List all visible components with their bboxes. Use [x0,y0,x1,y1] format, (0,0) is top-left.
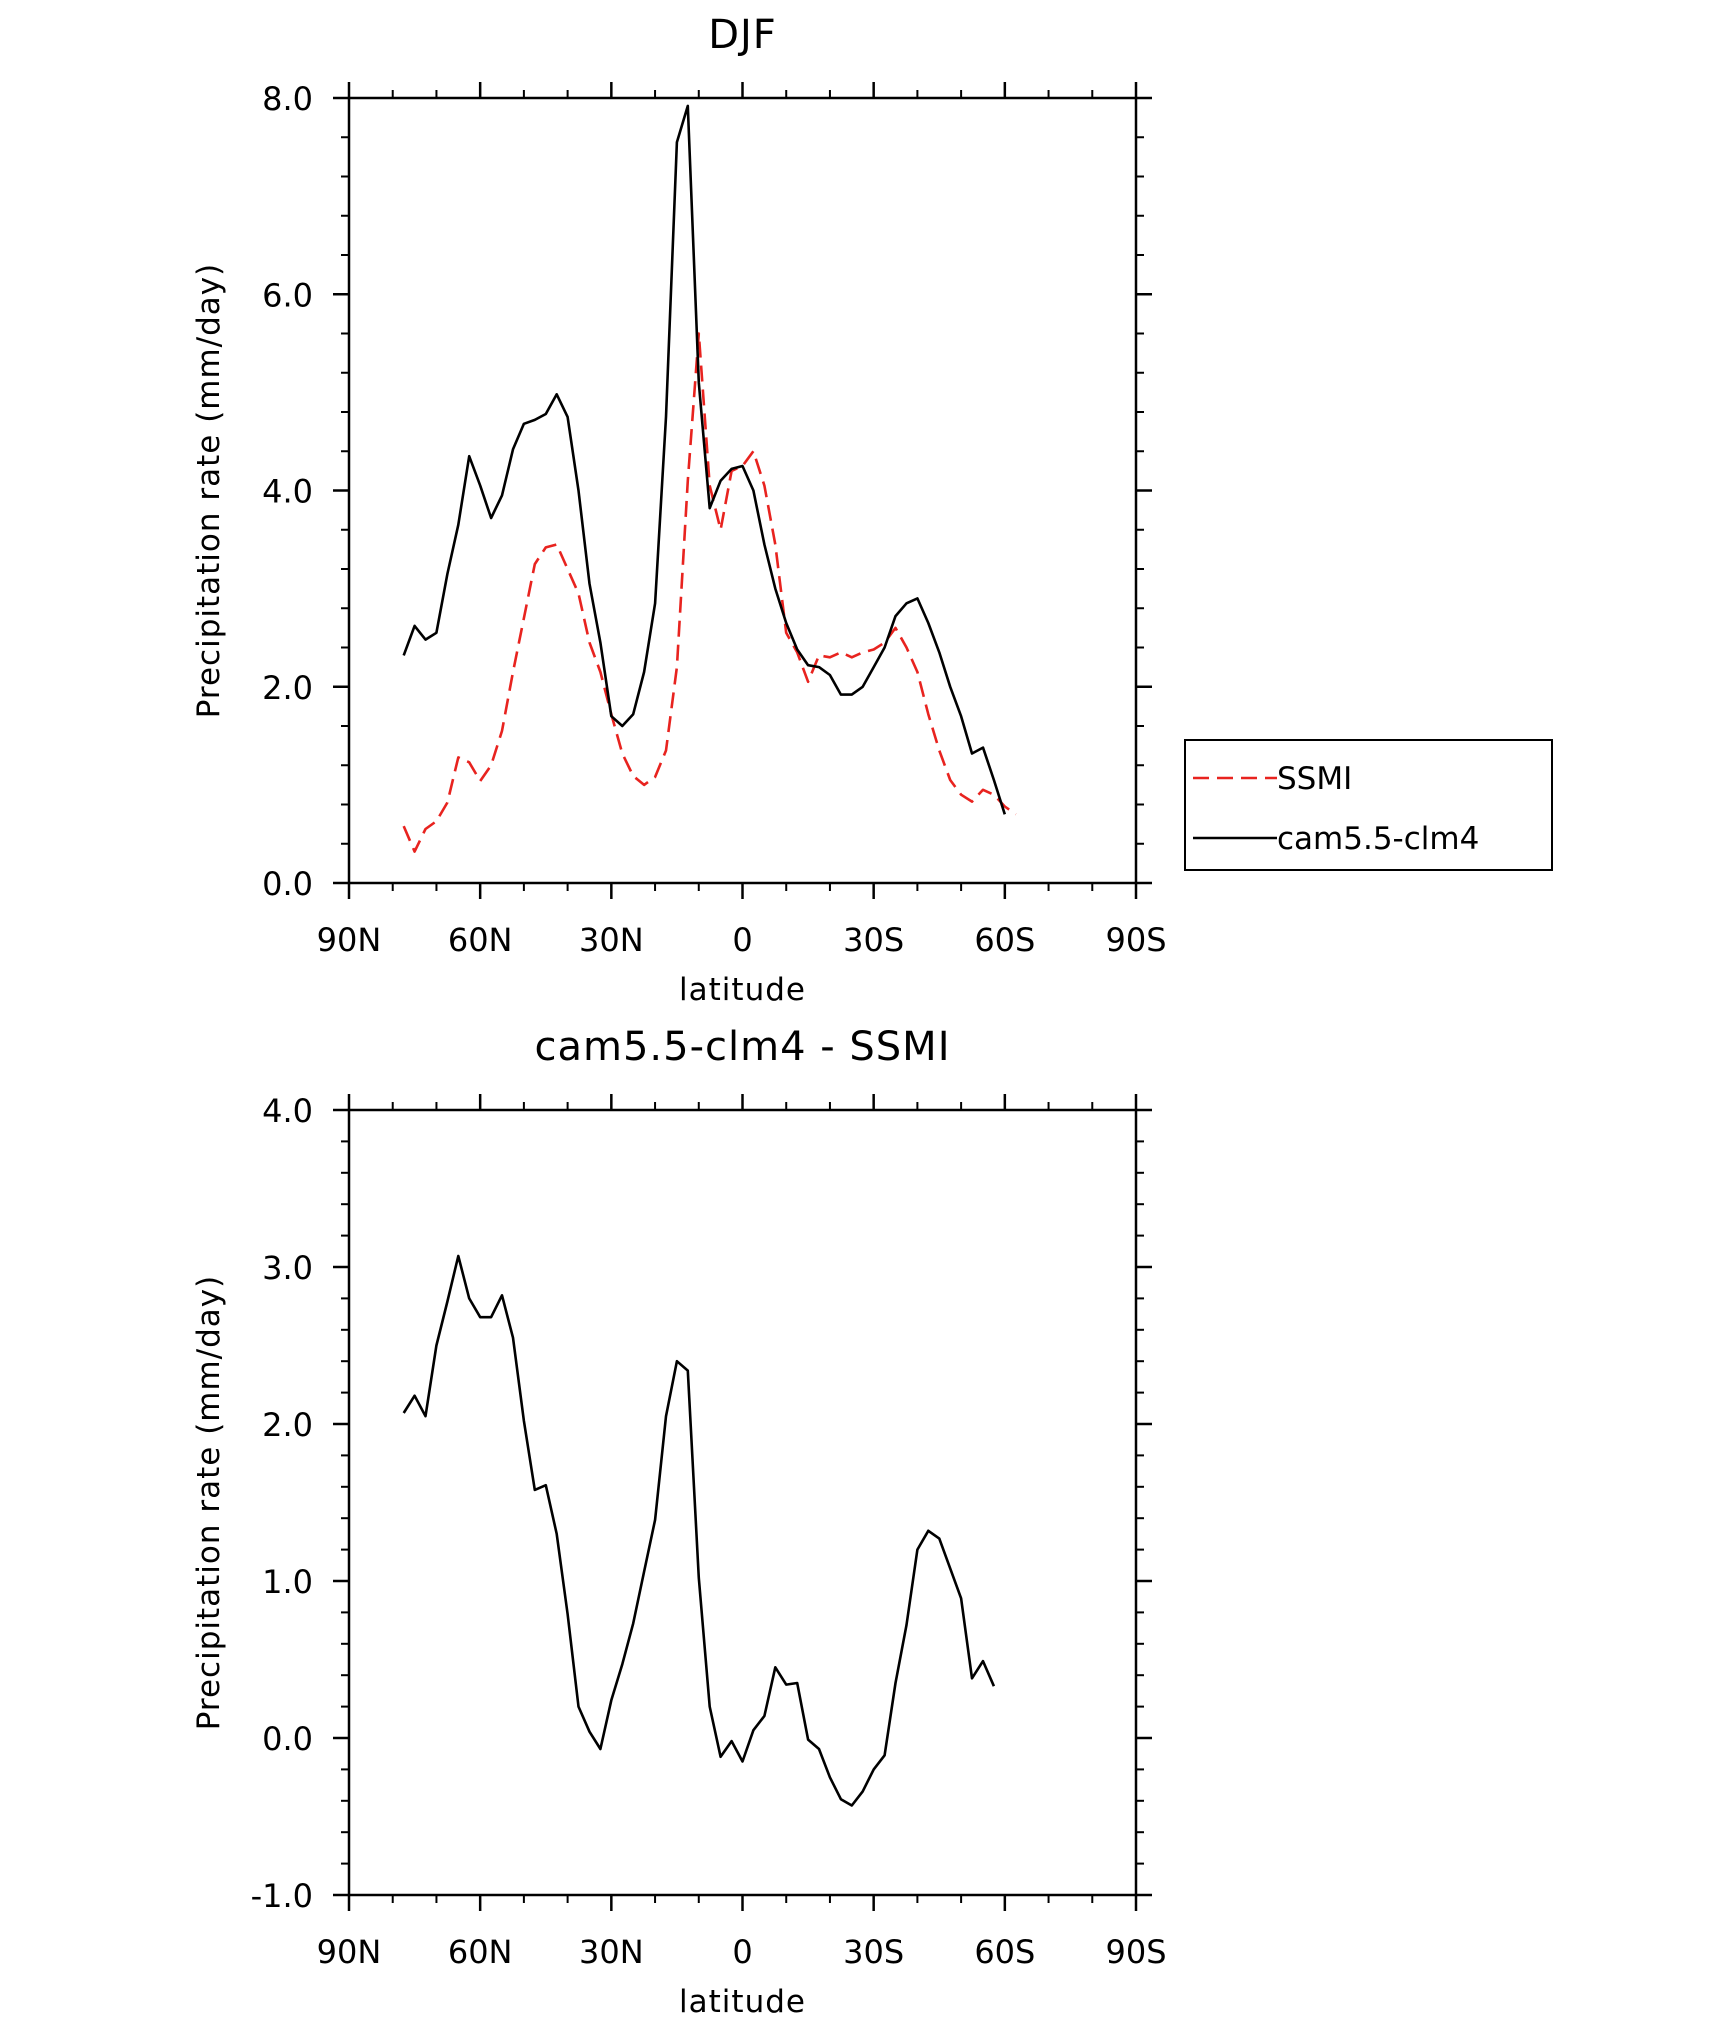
x-tick-label: 60N [448,921,513,959]
y-axis-label: Precipitation rate (mm/day) [191,263,227,719]
x-tick-label: 90S [1105,921,1166,959]
series-line-cam5-5-clm4 [402,104,1007,815]
y-tick-label: -1.0 [251,1877,313,1915]
y-tick-label: 6.0 [262,276,313,314]
y-tick-label: 0.0 [262,1720,313,1758]
x-tick-label: 90S [1105,1933,1166,1971]
x-axis-label: latitude [679,1984,806,2020]
y-tick-label: 8.0 [262,80,313,118]
legend-label: cam5.5-clm4 [1277,821,1479,857]
x-tick-label: 30N [579,921,644,959]
x-tick-label: 90N [317,1933,382,1971]
x-tick-label: 30S [843,1933,904,1971]
plot-frame [347,96,1138,885]
x-tick-label: 90N [317,921,382,959]
top-panel-djf: DJF 0.0 2.0 4.0 6.0 8.0 90N 60N 30N 0 30S 60S 90S lat… [191,12,1553,1008]
x-tick-label: 30N [579,1933,644,1971]
series-line-difference [402,1254,996,1807]
y-axis-label: Precipitation rate (mm/day) [191,1275,227,1731]
y-tick-label: 2.0 [262,669,313,707]
series-line-ssmi [402,332,1017,853]
x-tick-label: 60N [448,1933,513,1971]
legend-box [1184,739,1553,871]
chart-title: DJF [708,12,777,58]
x-tick-label: 60S [974,1933,1035,1971]
x-tick-label: 30S [843,921,904,959]
plot-frame [347,1108,1138,1897]
x-axis-label: latitude [679,972,806,1008]
bottom-panel-difference: cam5.5-clm4 - SSMI -1.0 0.0 1.0 2.0 3.0 4.0 90N… [191,1024,1167,2020]
y-tick-label: 4.0 [262,473,313,511]
x-tick-label: 0 [732,1933,752,1971]
y-tick-label: 1.0 [262,1563,313,1601]
x-tick-label: 0 [732,921,752,959]
y-tick-label: 3.0 [262,1249,313,1287]
chart-title: cam5.5-clm4 - SSMI [535,1024,951,1070]
y-tick-label: 2.0 [262,1406,313,1444]
x-tick-label: 60S [974,921,1035,959]
y-tick-label: 4.0 [262,1092,313,1130]
legend-label: SSMI [1277,761,1352,797]
y-tick-label: 0.0 [262,865,313,903]
